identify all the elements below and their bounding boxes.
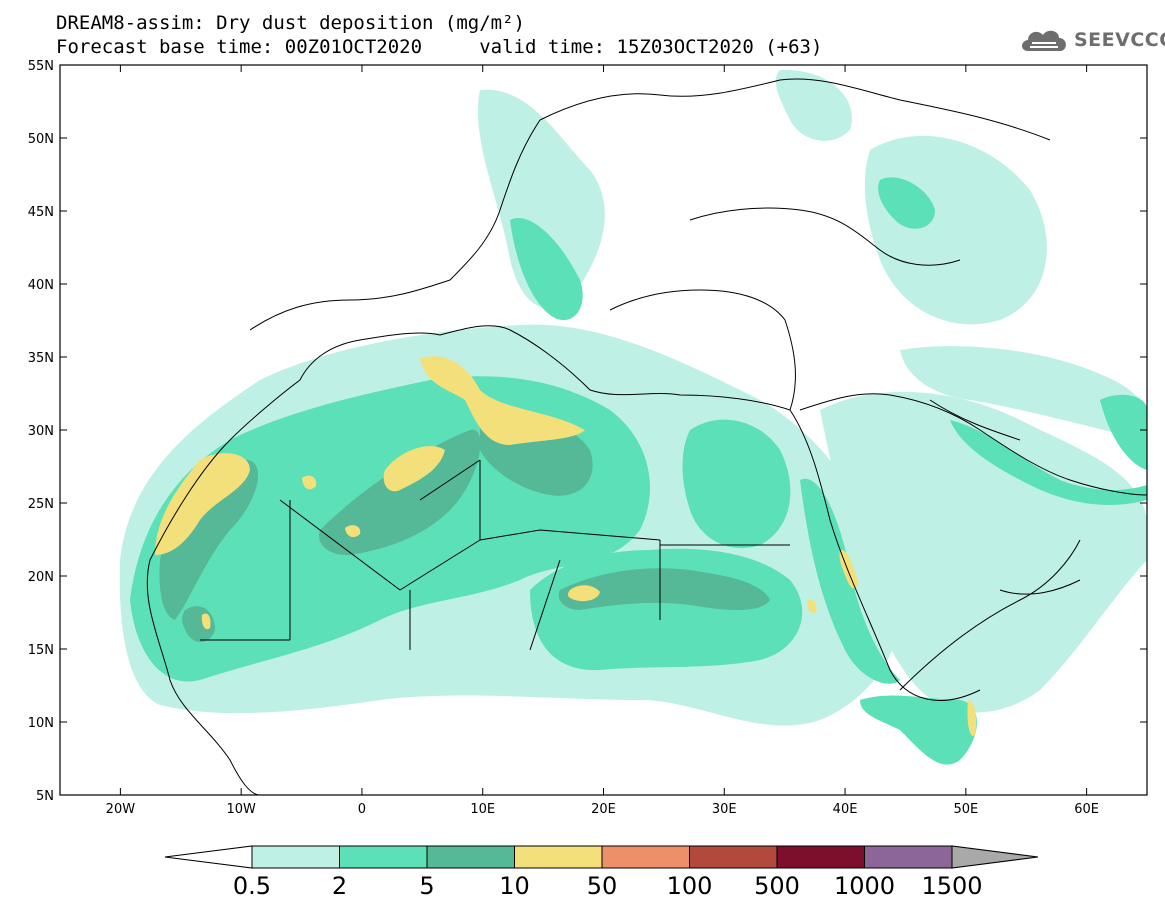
- lat-tick-label: 25N: [28, 497, 54, 512]
- colorbar-level-label: 5: [419, 872, 434, 900]
- lat-tick-label: 30N: [28, 424, 54, 439]
- lat-tick-label: 40N: [28, 278, 54, 293]
- lon-tick-label: 10E: [470, 802, 495, 817]
- lat-tick-label: 50N: [28, 132, 54, 147]
- colorbar-swatch: [776, 845, 865, 869]
- lon-tick-label: 60E: [1074, 802, 1099, 817]
- colorbar-level-label: 100: [667, 872, 713, 900]
- lon-tick-label: 20E: [591, 802, 616, 817]
- lon-tick-label: 30E: [712, 802, 737, 817]
- lon-tick-label: 40E: [833, 802, 858, 817]
- map-subtitle: Forecast base time: 00Z01OCT2020 valid t…: [56, 36, 823, 58]
- logo-text: SEEVCCC: [1074, 29, 1165, 51]
- dust-level-4: [155, 356, 977, 736]
- lat-tick-label: 35N: [28, 351, 54, 366]
- colorbar-level-label: 50: [587, 872, 618, 900]
- axis-ticks: 55N 50N 45N 40N 35N 30N 25N 20N 15N 10N 5N 20W 10W 0 1…: [28, 59, 1147, 817]
- colorbar-high-arrow: [951, 845, 1039, 869]
- lat-tick-label: 45N: [28, 205, 54, 220]
- lat-tick-label: 10N: [28, 716, 54, 731]
- colorbar-level-label: 10: [499, 872, 530, 900]
- colorbar-level-label: 2: [332, 872, 347, 900]
- lon-tick-label: 10W: [226, 802, 256, 817]
- map-title: DREAM8-assim: Dry dust deposition (mg/m²…: [56, 12, 525, 34]
- colorbar-swatch: [339, 845, 428, 869]
- lat-tick-label: 5N: [36, 789, 54, 804]
- coastlines: [146, 78, 1147, 795]
- colorbar-level-label: 0.5: [233, 872, 271, 900]
- lat-tick-label: 15N: [28, 643, 54, 658]
- colorbar-swatch: [864, 845, 953, 869]
- colorbar-swatch: [251, 845, 340, 869]
- colorbar-swatch: [601, 845, 690, 869]
- seevccc-logo: SEEVCCC: [1018, 24, 1165, 56]
- colorbar-swatch: [514, 845, 603, 869]
- colorbar-level-label: 1500: [921, 872, 982, 900]
- lat-tick-label: 20N: [28, 570, 54, 585]
- lat-tick-label: 55N: [28, 59, 54, 74]
- colorbar-level-label: 1000: [834, 872, 895, 900]
- colorbar-swatch: [426, 845, 515, 869]
- colorbar-level-label: 500: [754, 872, 800, 900]
- lon-tick-label: 20W: [106, 802, 136, 817]
- plot-area: [60, 65, 1147, 795]
- lon-tick-label: 0: [358, 802, 366, 817]
- colorbar-swatch: [689, 845, 778, 869]
- lon-tick-label: 50E: [953, 802, 978, 817]
- cloud-icon: [1022, 30, 1066, 51]
- colorbar-low-arrow: [164, 845, 253, 869]
- colorbar: 0.5 2 5 10 50 100 500 1000 1500: [164, 845, 1039, 900]
